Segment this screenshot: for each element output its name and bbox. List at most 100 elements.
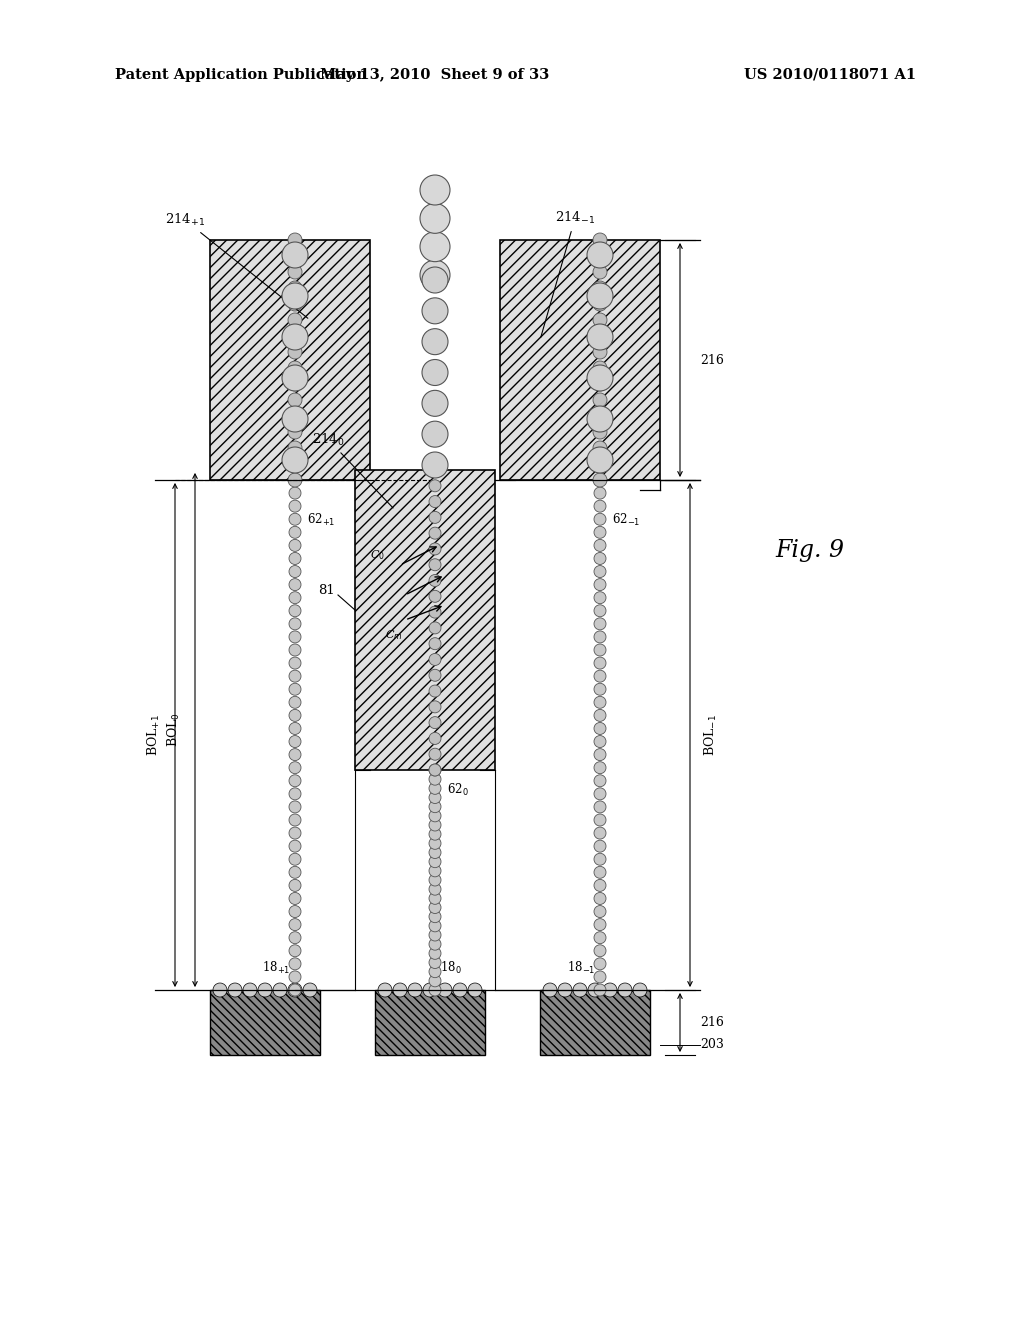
Circle shape (288, 234, 302, 247)
Text: 18$_{-1}$: 18$_{-1}$ (566, 960, 595, 975)
Circle shape (594, 553, 606, 565)
Text: 203: 203 (700, 1039, 724, 1052)
Circle shape (288, 265, 302, 279)
Circle shape (420, 203, 450, 234)
Text: BOL$_0$: BOL$_0$ (166, 713, 182, 747)
Circle shape (453, 983, 467, 997)
Circle shape (422, 329, 449, 355)
Circle shape (288, 329, 302, 343)
Circle shape (289, 840, 301, 853)
Circle shape (289, 919, 301, 931)
Circle shape (593, 441, 607, 455)
Circle shape (393, 983, 407, 997)
Circle shape (594, 958, 606, 970)
Circle shape (288, 473, 302, 487)
Circle shape (633, 983, 647, 997)
Circle shape (594, 565, 606, 578)
Circle shape (289, 527, 301, 539)
Circle shape (429, 957, 441, 969)
Circle shape (429, 622, 441, 634)
Circle shape (289, 709, 301, 722)
Circle shape (429, 669, 441, 681)
Circle shape (429, 865, 441, 876)
Circle shape (408, 983, 422, 997)
Circle shape (422, 421, 449, 447)
Circle shape (593, 425, 607, 440)
Circle shape (594, 671, 606, 682)
Circle shape (288, 409, 302, 422)
Circle shape (438, 983, 452, 997)
Bar (540, 990, 650, 1055)
Circle shape (429, 911, 441, 923)
Circle shape (422, 267, 449, 293)
Circle shape (593, 393, 607, 407)
Circle shape (429, 874, 441, 886)
Circle shape (422, 451, 449, 478)
Circle shape (429, 511, 441, 523)
Circle shape (594, 906, 606, 917)
Circle shape (429, 543, 441, 554)
Circle shape (587, 323, 613, 350)
Circle shape (422, 298, 449, 323)
Circle shape (429, 638, 441, 649)
Circle shape (429, 948, 441, 960)
Circle shape (593, 249, 607, 263)
Circle shape (593, 457, 607, 471)
Text: BOL$_{-1}$: BOL$_{-1}$ (703, 714, 719, 756)
Circle shape (594, 853, 606, 865)
Circle shape (594, 684, 606, 696)
Circle shape (289, 932, 301, 944)
Circle shape (587, 447, 613, 473)
Text: C$_m$: C$_m$ (385, 628, 402, 642)
Circle shape (289, 671, 301, 682)
Circle shape (429, 527, 441, 539)
Circle shape (429, 929, 441, 941)
Circle shape (593, 297, 607, 312)
Circle shape (429, 606, 441, 618)
Circle shape (282, 407, 308, 432)
Circle shape (593, 281, 607, 294)
Circle shape (429, 574, 441, 586)
Circle shape (429, 939, 441, 950)
Circle shape (429, 764, 441, 776)
Text: Patent Application Publication: Patent Application Publication (115, 69, 367, 82)
Circle shape (289, 983, 301, 997)
Circle shape (593, 329, 607, 343)
Circle shape (429, 774, 441, 785)
Circle shape (558, 983, 572, 997)
Circle shape (422, 391, 449, 416)
Text: BOL$_{+1}$: BOL$_{+1}$ (145, 714, 162, 756)
Circle shape (573, 983, 587, 997)
Circle shape (289, 565, 301, 578)
Circle shape (258, 983, 272, 997)
Circle shape (289, 762, 301, 774)
Circle shape (594, 735, 606, 747)
Circle shape (282, 242, 308, 268)
Circle shape (282, 323, 308, 350)
Circle shape (289, 879, 301, 891)
Circle shape (288, 441, 302, 455)
Circle shape (594, 762, 606, 774)
Circle shape (594, 748, 606, 760)
Circle shape (429, 975, 441, 987)
Circle shape (273, 983, 287, 997)
Circle shape (289, 540, 301, 552)
Circle shape (593, 265, 607, 279)
Circle shape (289, 972, 301, 983)
Circle shape (289, 814, 301, 826)
Circle shape (594, 892, 606, 904)
Circle shape (543, 983, 557, 997)
Circle shape (289, 631, 301, 643)
Circle shape (594, 919, 606, 931)
Circle shape (289, 945, 301, 957)
Circle shape (593, 409, 607, 422)
Text: 62$_{+1}$: 62$_{+1}$ (307, 512, 336, 528)
Circle shape (429, 783, 441, 795)
Text: 62$_{-1}$: 62$_{-1}$ (612, 512, 640, 528)
Circle shape (288, 345, 302, 359)
Text: C$_0$: C$_0$ (370, 548, 385, 562)
Circle shape (429, 653, 441, 665)
Circle shape (429, 495, 441, 508)
Circle shape (594, 775, 606, 787)
Circle shape (289, 866, 301, 878)
